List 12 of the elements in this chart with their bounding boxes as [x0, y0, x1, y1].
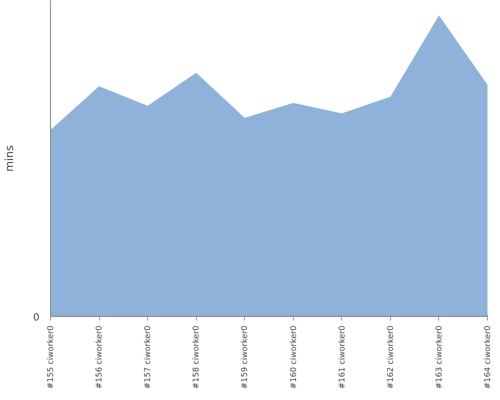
x-tick-label: #163 ciworker0 [434, 325, 444, 390]
x-tick-label: #160 ciworker0 [288, 325, 298, 390]
x-tick-label: #162 ciworker0 [386, 325, 395, 390]
x-tick-label: #156 ciworker0 [94, 325, 104, 390]
y-axis-title: mins [3, 144, 16, 172]
x-tick-label: #157 ciworker0 [143, 325, 152, 390]
text: 0 [33, 312, 40, 324]
x-tick-label: #164 ciworker0 [483, 325, 492, 390]
x-tick-label: #159 ciworker0 [240, 325, 250, 390]
x-tick-label: #155 ciworker0 [46, 325, 55, 390]
x-tick-label: #161 ciworker0 [337, 325, 346, 390]
x-tick-label: #158 ciworker0 [192, 325, 201, 390]
